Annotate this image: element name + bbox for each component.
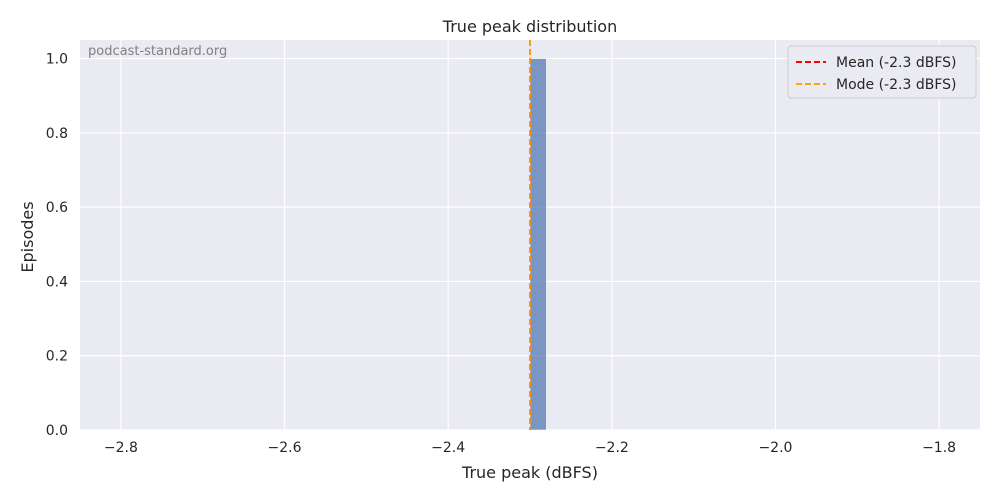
histogram-bars (529, 58, 547, 431)
legend-entry-mode: Mode (-2.3 dBFS) (836, 77, 956, 93)
x-tick-label: −2.2 (595, 440, 629, 456)
legend-entry-mean: Mean (-2.3 dBFS) (836, 55, 956, 71)
x-axis-label: True peak (dBFS) (461, 463, 598, 482)
legend-box (787, 45, 977, 99)
y-tick-label: 0.0 (46, 423, 68, 439)
y-axis-label: Episodes (18, 201, 37, 272)
chart-title: True peak distribution (442, 17, 617, 36)
x-tick-label: −2.4 (431, 440, 465, 456)
x-tick-label: −2.0 (758, 440, 792, 456)
legend: Mean (-2.3 dBFS) Mode (-2.3 dBFS) (787, 45, 977, 99)
x-tick-label: −2.6 (268, 440, 302, 456)
y-axis-ticks: 0.0 0.2 0.4 0.6 0.8 1.0 (46, 52, 68, 439)
watermark-text: podcast-standard.org (88, 44, 227, 59)
y-tick-label: 0.2 (46, 349, 68, 365)
x-axis-ticks: −2.8 −2.6 −2.4 −2.2 −2.0 −1.8 (104, 440, 956, 456)
histogram-bar (529, 58, 547, 431)
y-tick-label: 0.8 (46, 126, 68, 142)
x-tick-label: −2.8 (104, 440, 138, 456)
x-tick-label: −1.8 (922, 440, 956, 456)
y-tick-label: 0.6 (46, 200, 68, 216)
y-tick-label: 0.4 (46, 274, 68, 290)
y-tick-label: 1.0 (46, 52, 68, 68)
